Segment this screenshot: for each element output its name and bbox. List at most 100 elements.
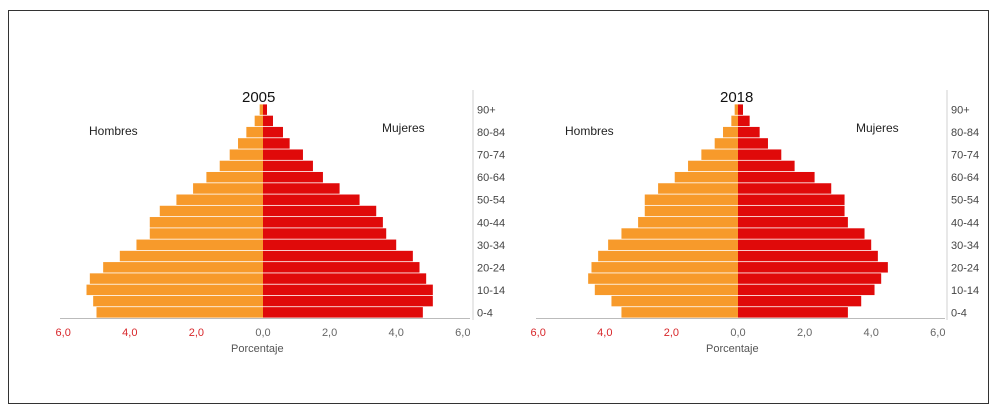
age-label-0-4: 0-4: [951, 307, 967, 319]
male-bar-85-89: [731, 115, 738, 127]
x-tick-label: 2,0: [322, 327, 337, 339]
female-bar-65-69: [263, 160, 313, 172]
chart-title: 2005: [242, 89, 276, 106]
male-bar-35-39: [621, 228, 738, 239]
female-bar-70-74: [738, 149, 782, 160]
male-bar-20-24: [591, 262, 738, 273]
x-tick-label: 6,0: [455, 327, 470, 339]
female-bar-35-39: [263, 228, 387, 239]
age-label-60-64: 60-64: [951, 172, 979, 184]
x-tick-label: 6,0: [56, 327, 71, 339]
male-bar-0-4: [621, 307, 738, 318]
age-label-30-34: 30-34: [477, 240, 505, 252]
age-label-20-24: 20-24: [477, 262, 505, 274]
female-bar-30-34: [738, 239, 872, 251]
female-bar-50-54: [738, 194, 845, 205]
age-label-20-24: 20-24: [951, 262, 979, 274]
female-bar-70-74: [263, 149, 303, 160]
age-label-90+: 90+: [951, 105, 970, 117]
male-bar-45-49: [159, 205, 263, 217]
left-sex-label: Hombres: [89, 124, 138, 138]
male-bar-55-59: [193, 183, 263, 194]
male-bar-15-19: [89, 273, 263, 284]
male-bar-85-89: [254, 115, 263, 127]
x-tick-label: 2,0: [189, 327, 204, 339]
female-bar-90+: [263, 104, 267, 115]
female-bar-75-79: [263, 138, 290, 149]
x-tick-label: 6,0: [930, 327, 945, 339]
x-axis-label: Porcentaje: [231, 343, 284, 355]
female-bar-25-29: [263, 250, 413, 262]
male-bar-35-39: [149, 228, 263, 239]
male-bar-30-34: [608, 239, 738, 251]
male-bar-80-84: [723, 126, 738, 138]
age-label-40-44: 40-44: [477, 217, 505, 229]
female-bar-60-64: [738, 171, 815, 183]
male-bar-50-54: [644, 194, 738, 205]
female-bar-40-44: [738, 217, 848, 228]
female-bar-0-4: [263, 307, 423, 318]
female-bar-80-84: [263, 126, 283, 138]
age-label-0-4: 0-4: [477, 307, 493, 319]
male-bar-60-64: [674, 171, 738, 183]
female-bar-80-84: [738, 126, 760, 138]
male-bar-40-44: [149, 217, 263, 228]
male-bar-70-74: [701, 149, 738, 160]
age-label-50-54: 50-54: [951, 195, 979, 207]
x-tick-label: 4,0: [122, 327, 137, 339]
male-bar-70-74: [229, 149, 263, 160]
male-bar-60-64: [206, 171, 263, 183]
age-label-10-14: 10-14: [477, 285, 505, 297]
female-bar-65-69: [738, 160, 795, 172]
female-bar-90+: [738, 104, 743, 115]
left-sex-label: Hombres: [565, 124, 614, 138]
male-bar-75-79: [238, 138, 263, 149]
female-bar-5-9: [738, 295, 862, 307]
male-bar-40-44: [638, 217, 738, 228]
female-bar-10-14: [263, 284, 433, 296]
female-bar-5-9: [263, 295, 433, 307]
male-bar-25-29: [119, 250, 263, 262]
x-axis-label: Porcentaje: [706, 343, 759, 355]
female-bar-55-59: [738, 183, 832, 194]
age-label-80-84: 80-84: [477, 127, 505, 139]
female-bar-0-4: [738, 307, 848, 318]
age-label-70-74: 70-74: [477, 150, 505, 162]
age-label-60-64: 60-64: [477, 172, 505, 184]
pyramid-2018-plot: 0-4 10-14 20-24 30-34 40-44 50-54 60-64 70-74 80…: [531, 90, 979, 339]
pyramid-2005-plot: 0-4 10-14 20-24 30-34 40-44 50-54 60-64 70-74 80…: [56, 90, 505, 339]
male-bar-55-59: [658, 183, 738, 194]
female-bar-50-54: [263, 194, 360, 205]
male-bar-45-49: [644, 205, 738, 217]
male-bar-10-14: [86, 284, 263, 296]
male-bar-65-69: [688, 160, 738, 172]
male-bar-20-24: [103, 262, 263, 273]
x-tick-label: 2,0: [797, 327, 812, 339]
x-tick-label: 6,0: [531, 327, 546, 339]
female-bar-55-59: [263, 183, 340, 194]
male-bar-0-4: [96, 307, 263, 318]
male-bar-90+: [734, 104, 738, 115]
chart-title: 2018: [720, 89, 754, 106]
female-bar-35-39: [738, 228, 865, 239]
female-bar-85-89: [263, 115, 273, 127]
age-label-40-44: 40-44: [951, 217, 979, 229]
male-bar-30-34: [136, 239, 263, 251]
age-label-90+: 90+: [477, 105, 496, 117]
male-bar-65-69: [219, 160, 263, 172]
right-sex-label: Mujeres: [856, 121, 899, 135]
age-label-50-54: 50-54: [477, 195, 505, 207]
female-bar-30-34: [263, 239, 397, 251]
right-sex-label: Mujeres: [382, 121, 425, 135]
x-tick-label: 2,0: [664, 327, 679, 339]
female-bar-15-19: [738, 273, 882, 284]
female-bar-20-24: [738, 262, 888, 273]
male-bar-75-79: [714, 138, 738, 149]
male-bar-80-84: [246, 126, 263, 138]
male-bar-90+: [259, 104, 263, 115]
age-label-80-84: 80-84: [951, 127, 979, 139]
age-label-10-14: 10-14: [951, 285, 979, 297]
male-bar-5-9: [93, 295, 263, 307]
x-tick-label: 4,0: [864, 327, 879, 339]
female-bar-40-44: [263, 217, 383, 228]
